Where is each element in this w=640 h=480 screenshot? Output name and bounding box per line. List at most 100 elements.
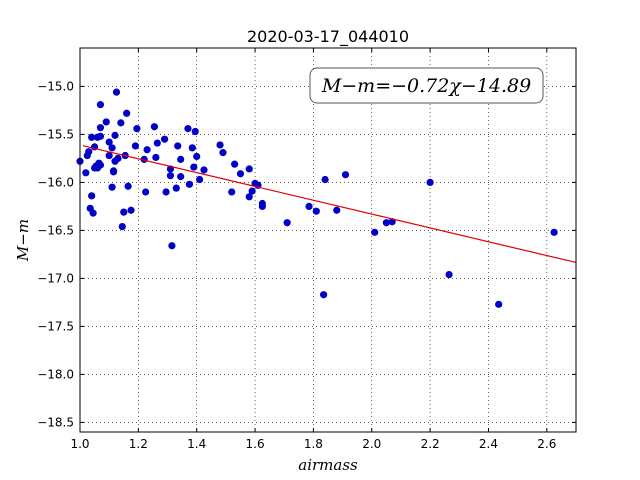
data-point xyxy=(245,165,253,173)
data-point xyxy=(172,184,180,192)
data-point xyxy=(96,124,105,132)
data-point xyxy=(228,188,236,196)
data-point xyxy=(495,300,503,308)
data-point xyxy=(248,187,256,195)
data-point xyxy=(131,142,140,150)
data-point xyxy=(85,148,93,156)
x-tick-labels: 1.0 1.2 1.4 1.6 1.8 2.0 2.2 2.4 2.6 xyxy=(70,437,556,451)
data-point xyxy=(124,182,132,190)
data-point xyxy=(371,228,379,236)
data-point xyxy=(108,183,116,191)
x-tick-label: 1.6 xyxy=(246,437,265,451)
chart-title: 2020-03-17_044010 xyxy=(247,27,409,47)
annotation-box xyxy=(309,67,544,104)
data-point xyxy=(105,151,113,160)
data-point xyxy=(193,152,201,161)
data-point xyxy=(82,169,90,177)
data-point xyxy=(162,188,170,196)
data-point xyxy=(236,170,245,178)
data-point xyxy=(112,88,121,96)
y-tick-label: −16.5 xyxy=(37,223,74,237)
data-point xyxy=(341,171,350,179)
data-point xyxy=(127,206,135,214)
x-tick-label: 2.2 xyxy=(421,437,440,451)
data-point xyxy=(305,202,313,210)
data-point xyxy=(245,193,253,201)
data-point xyxy=(382,219,390,227)
x-axis-label: airmass xyxy=(298,456,358,474)
x-tick-label: 2.4 xyxy=(479,437,498,451)
y-tick-label: −16.0 xyxy=(37,175,74,189)
data-point xyxy=(190,163,198,171)
data-point xyxy=(258,202,266,210)
y-tick-label: −18.0 xyxy=(37,367,74,381)
data-point xyxy=(333,206,341,214)
x-tick-label: 2.6 xyxy=(537,437,556,451)
data-point xyxy=(283,219,291,227)
data-point xyxy=(426,178,434,186)
y-tick-label: −17.0 xyxy=(37,271,74,285)
data-point xyxy=(219,149,227,157)
y-tick-label: −15.5 xyxy=(37,127,74,141)
data-point xyxy=(96,101,105,109)
data-point xyxy=(161,135,169,143)
y-tick-label: −17.5 xyxy=(37,319,74,333)
data-point xyxy=(102,118,110,126)
data-point xyxy=(200,166,208,174)
data-point xyxy=(320,291,328,299)
data-point xyxy=(216,141,224,149)
data-point xyxy=(321,175,329,184)
x-tick-label: 1.8 xyxy=(304,437,323,451)
y-tick-label: −15.0 xyxy=(37,79,74,93)
plot-area-frame xyxy=(79,47,577,433)
annotation-text: M−m=−0.72χ−14.89 xyxy=(321,75,531,97)
data-point xyxy=(153,139,161,147)
data-point xyxy=(191,127,199,136)
x-tick-label: 1.2 xyxy=(129,437,148,451)
data-point xyxy=(88,133,96,141)
data-point xyxy=(174,142,182,150)
data-point xyxy=(166,172,175,180)
data-point xyxy=(88,192,96,200)
data-point xyxy=(168,242,176,250)
data-point xyxy=(96,161,105,169)
data-point xyxy=(188,144,196,152)
data-point xyxy=(114,154,122,162)
data-point xyxy=(445,270,453,279)
data-point xyxy=(185,180,194,188)
grid-lines xyxy=(79,48,576,432)
data-point xyxy=(196,175,204,184)
data-point xyxy=(231,160,239,168)
data-point xyxy=(96,132,105,140)
data-points xyxy=(76,88,558,308)
data-point xyxy=(133,125,141,133)
data-point xyxy=(312,207,320,215)
data-point xyxy=(89,209,97,217)
data-point xyxy=(118,222,126,231)
data-point xyxy=(143,146,151,154)
data-point xyxy=(177,155,185,163)
x-tick-label: 2.0 xyxy=(362,437,381,451)
data-point xyxy=(109,168,118,176)
fit-equation-annotation: M−m=−0.72χ−14.89 xyxy=(309,67,544,104)
x-tick-label: 1.0 xyxy=(70,437,89,451)
data-point xyxy=(123,109,131,117)
data-point xyxy=(550,228,558,236)
y-axis-label: M−m xyxy=(14,219,32,262)
data-point xyxy=(108,144,116,152)
data-point xyxy=(177,173,185,181)
axis-ticks xyxy=(79,48,576,432)
data-point xyxy=(150,123,158,131)
fit-line xyxy=(82,145,577,264)
data-point xyxy=(105,138,113,146)
data-point xyxy=(120,208,128,216)
x-tick-label: 1.4 xyxy=(187,437,206,451)
y-tick-labels: −15.0 −15.5 −16.0 −16.5 −17.0 −17.5 −18.0 −18.5 xyxy=(37,79,74,429)
data-point xyxy=(111,131,119,139)
data-point xyxy=(142,188,150,196)
data-point xyxy=(184,125,192,133)
data-point xyxy=(117,119,125,127)
data-point xyxy=(152,153,160,162)
y-tick-label: −18.5 xyxy=(37,415,74,429)
